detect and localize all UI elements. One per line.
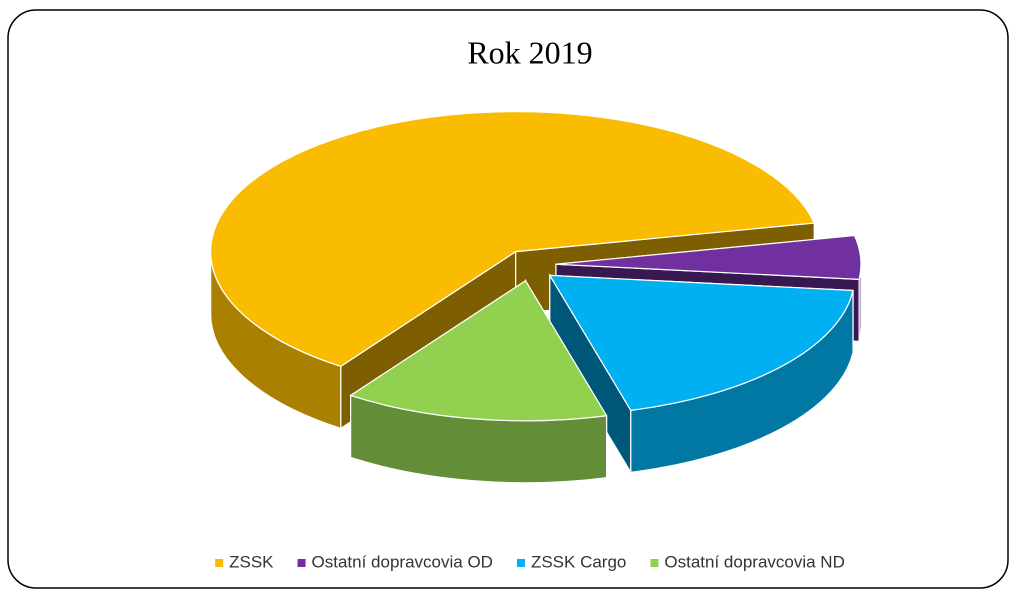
pie [210, 111, 862, 484]
legend-label: ZSSK Cargo [531, 552, 626, 571]
legend-item: Ostatní dopravcovia OD [297, 552, 493, 571]
chart-title: Rok 2019 [467, 34, 592, 70]
slice [548, 274, 854, 411]
legend-swatch [215, 559, 224, 567]
legend-label: Ostatní dopravcovia OD [312, 552, 493, 571]
legend-item: ZSSK [215, 552, 274, 571]
legend-swatch [297, 559, 306, 567]
slice [555, 234, 862, 280]
slice [210, 111, 816, 367]
slice [349, 279, 608, 422]
legend-item: ZSSK Cargo [516, 552, 626, 571]
legend-label: ZSSK [229, 552, 274, 571]
legend-label: Ostatní dopravcovia ND [664, 552, 844, 571]
legend-item: Ostatní dopravcovia ND [650, 552, 845, 571]
legend-swatch [516, 559, 525, 567]
legend: ZSSK Ostatní dopravcovia OD ZSSK Cargo Osta… [215, 552, 845, 571]
legend-swatch [650, 559, 659, 567]
